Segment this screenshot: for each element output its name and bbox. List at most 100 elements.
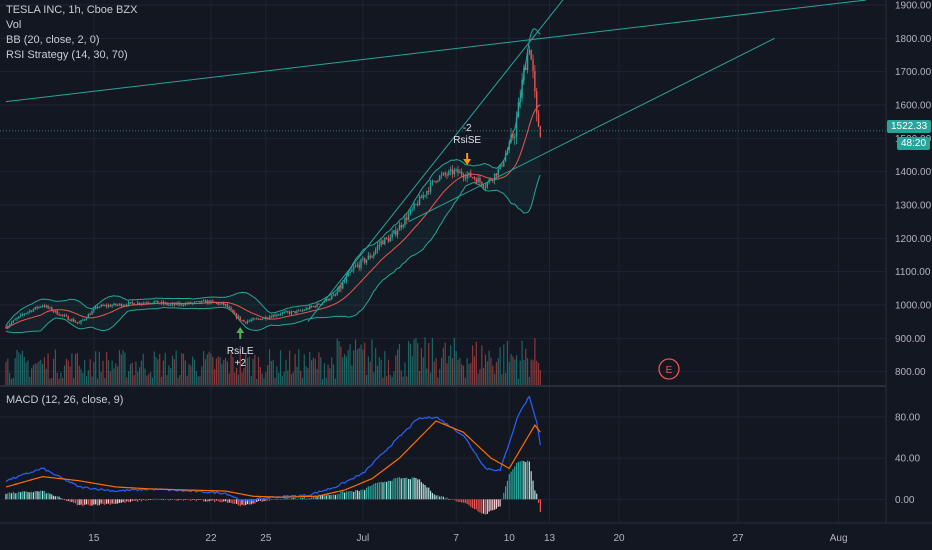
volume-bar [164, 352, 166, 385]
price-tick-label: 1100.00 [895, 267, 931, 278]
volume-bar [149, 371, 152, 385]
volume-bar [170, 368, 172, 385]
macd-histogram-bar [462, 499, 465, 503]
macd-histogram-bar [499, 499, 501, 507]
candle-body [268, 316, 271, 319]
candle-body [446, 174, 448, 176]
candle-body [266, 318, 269, 320]
symbol-title[interactable]: TESLA INC, 1h, Cboe BZX [6, 4, 138, 16]
candle-body [501, 165, 503, 167]
volume-bar [10, 378, 13, 385]
candle-body [29, 310, 31, 312]
bb-lower [5, 174, 541, 334]
macd-histogram-bar [102, 499, 104, 505]
legend-macd[interactable]: MACD (12, 26, close, 9) [6, 394, 124, 406]
candle-body [422, 195, 424, 199]
macd-histogram-bar [331, 494, 333, 500]
volume-bar [107, 360, 110, 385]
signal-label: RsiLE [227, 346, 254, 357]
macd-histogram-bar [148, 499, 150, 500]
candle-body [449, 169, 452, 172]
macd-histogram-bar [300, 497, 302, 500]
legend-bb[interactable]: BB (20, close, 2, 0) [6, 34, 100, 46]
volume-bar [364, 342, 366, 385]
candle-body [89, 314, 91, 316]
macd-histogram-bar [483, 499, 485, 514]
macd-histogram-bar [325, 495, 327, 500]
candle-body [420, 196, 423, 199]
candle-body [102, 305, 104, 307]
macd-histogram-bar [80, 499, 82, 505]
candle-body [354, 265, 357, 267]
volume-bar [208, 351, 210, 385]
macd-histogram-bar [18, 491, 20, 500]
volume-bar [347, 350, 349, 385]
volume-bar [497, 358, 499, 385]
legend-vol[interactable]: Vol [6, 19, 22, 31]
macd-histogram-bar [230, 499, 232, 503]
earnings-badge[interactable]: E [658, 358, 680, 380]
macd-histogram-bar [429, 490, 432, 500]
candle-body [382, 240, 384, 245]
macd-histogram-bar [376, 482, 379, 500]
volume-bar [457, 359, 459, 385]
volume-bar [173, 359, 175, 385]
candle-body [285, 311, 287, 313]
candle-body [201, 300, 203, 303]
volume-bar [263, 378, 265, 385]
macd-histogram-bar [261, 499, 263, 503]
price-tick-label: 1600.00 [895, 101, 932, 112]
candle-body [288, 311, 291, 314]
macd-histogram-bar [515, 462, 518, 500]
volume-bar [137, 371, 139, 385]
volume-bar [532, 360, 534, 385]
macd-histogram-bar [133, 499, 135, 502]
bb-fill [6, 28, 541, 333]
candle-body [34, 306, 36, 310]
volume-bar [283, 371, 285, 385]
candle-body [155, 300, 157, 302]
volume-bar [490, 357, 492, 385]
candle-body [175, 302, 177, 305]
macd-histogram-bar [298, 498, 300, 500]
macd-histogram-bar [126, 499, 128, 502]
macd-histogram-bar [106, 499, 108, 504]
legend-rsi[interactable]: RSI Strategy (14, 30, 70) [6, 49, 128, 61]
volume-bar [42, 363, 44, 385]
candle-body [14, 319, 16, 321]
volume-bar [334, 378, 336, 385]
volume-bar [192, 356, 194, 385]
macd-histogram-bar [267, 499, 269, 501]
volume-bar [157, 359, 159, 385]
volume-bar [320, 357, 322, 385]
volume-bar [459, 358, 461, 385]
macd-histogram-bar [40, 490, 42, 500]
bb-basis [5, 104, 541, 329]
time-tick-label: 22 [205, 533, 217, 544]
macd-histogram-bar [353, 491, 355, 500]
macd-histogram-bar [12, 491, 14, 500]
macd-histogram-bar [168, 499, 170, 501]
volume-bar [501, 374, 503, 385]
volume-bar [384, 351, 386, 385]
candle-body [426, 191, 428, 196]
candle-body [536, 91, 538, 114]
volume-bars [5, 337, 541, 385]
volume-bar [470, 362, 472, 385]
candle-body [265, 317, 267, 319]
volume-bar [259, 366, 261, 385]
trend-lines[interactable] [5, 0, 867, 322]
candle-body [367, 255, 370, 260]
volume-bar [418, 371, 421, 385]
volume-bar [483, 367, 485, 385]
macd-histogram-bar [175, 499, 177, 501]
candle-body [523, 67, 525, 81]
candle-body [51, 307, 53, 311]
volume-bar [479, 369, 481, 385]
macd-histogram-bar [393, 478, 395, 500]
macd-histogram-bar [444, 498, 446, 500]
candle-body [413, 204, 415, 209]
macd-histogram-bar [162, 499, 164, 500]
